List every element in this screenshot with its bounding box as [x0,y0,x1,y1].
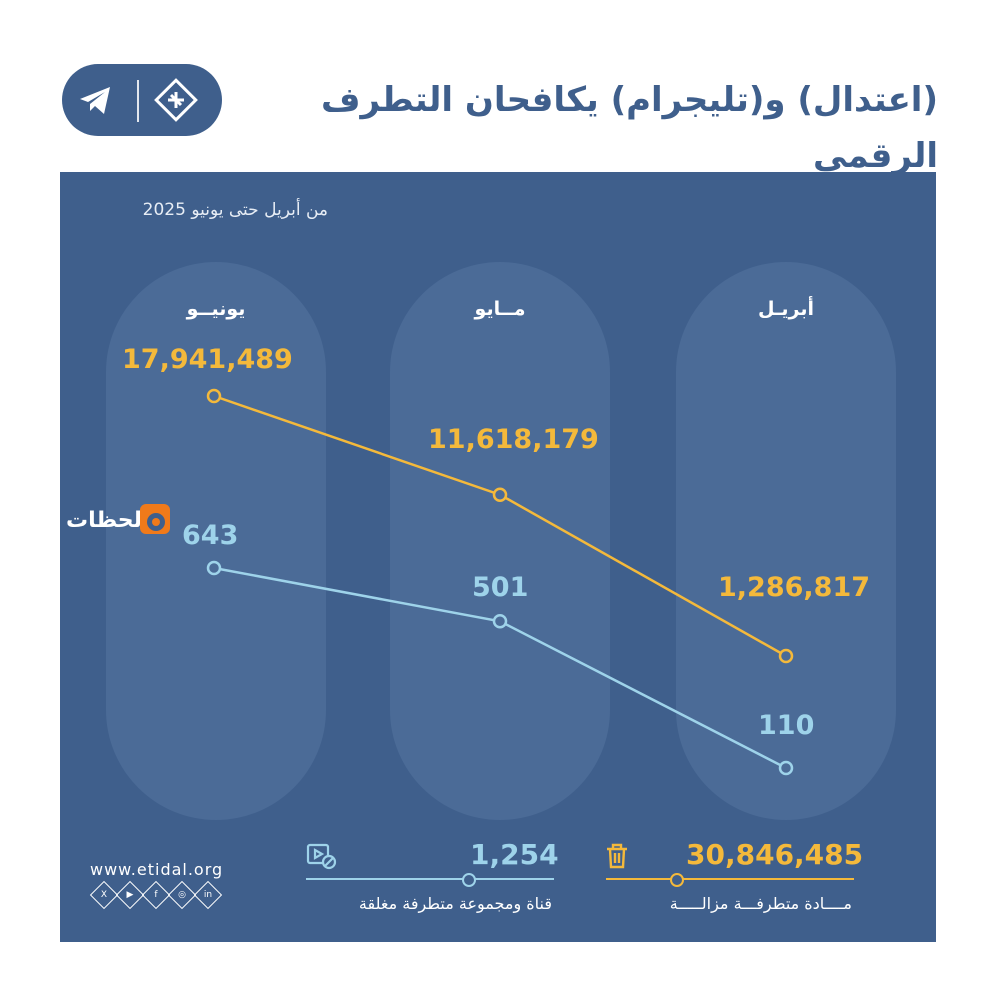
label-channels-june: 643 [182,520,239,551]
column-label-may: مــايو [474,298,526,320]
label-removed-may: 11,618,179 [428,424,599,455]
column-label-june: يونيــو [186,298,246,320]
total-channels-label: قناة ومجموعة متطرفة مغلقة [358,894,552,913]
label-channels-april: 110 [758,710,815,741]
total-removed-line [606,878,854,880]
total-channels-value: 1,254 [470,838,559,871]
total-removed-label: مــــادة متطرفـــة مزالـــــة [669,894,852,913]
etidal-logo-icon [154,78,198,122]
column-label-april: أبريـل [757,298,815,320]
total-removed-dot [670,873,684,887]
chart-subtitle: من أبريل حتى يونيو 2025 [142,200,328,220]
label-removed-april: 1,286,817 [718,572,871,603]
blocked-video-icon [306,843,337,870]
total-removed-value: 30,846,485 [686,838,864,871]
trash-icon [607,843,627,869]
watermark-logo-icon [140,504,170,534]
header-logo-pill [62,64,222,136]
label-removed-june: 17,941,489 [122,344,293,375]
label-channels-may: 501 [472,572,529,603]
website-link[interactable]: www.etidal.org [90,860,224,879]
telegram-icon [80,87,110,114]
page-title: (اعتدال) و(تليجرام) يكافحان التطرف الرقم… [320,80,938,176]
watermark-text: لحظات [66,508,142,533]
total-channels-dot [462,873,476,887]
total-channels-line [306,878,554,880]
column-may [390,262,610,820]
header-divider [137,80,139,122]
